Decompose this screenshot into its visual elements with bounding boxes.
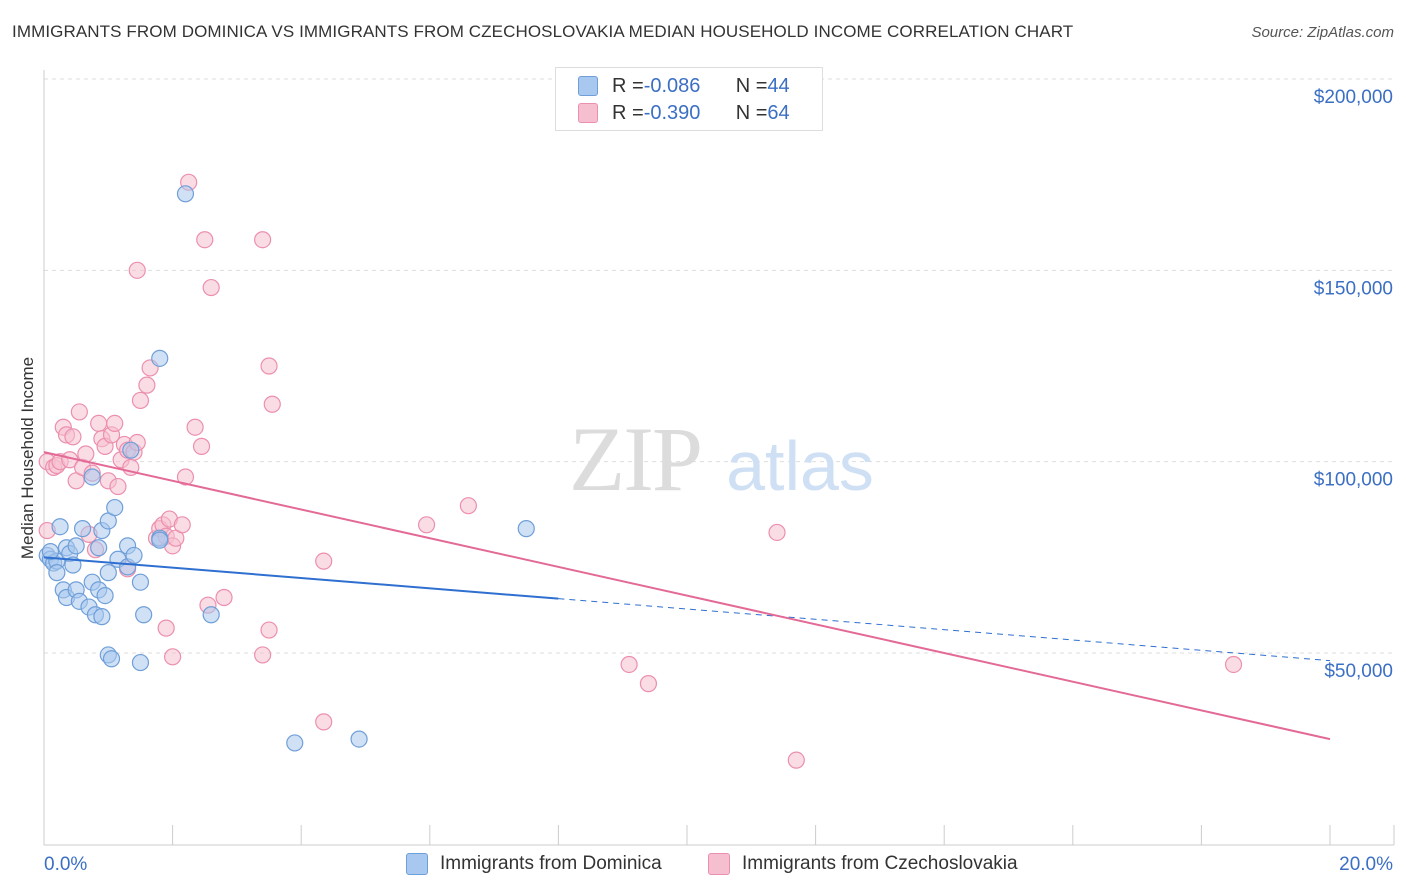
watermark-zip: ZIP xyxy=(569,408,701,510)
point-czechoslovakia xyxy=(459,497,477,515)
point-dominica xyxy=(99,564,117,582)
point-czechoslovakia xyxy=(260,621,278,639)
tick-labels: $50,000 $100,000 $150,000 $200,000 0.0% 20.0% xyxy=(44,87,1393,875)
point-dominica xyxy=(51,518,69,536)
data-points xyxy=(38,173,1243,769)
point-czechoslovakia xyxy=(1224,655,1243,674)
legend-row-czechoslovakia: R = -0.390 N = 64 xyxy=(578,100,790,126)
point-czechoslovakia xyxy=(90,414,108,432)
point-czechoslovakia xyxy=(254,646,272,664)
point-czechoslovakia xyxy=(109,477,127,496)
point-dominica xyxy=(131,573,150,591)
point-czechoslovakia xyxy=(260,357,278,375)
point-czechoslovakia xyxy=(263,395,281,413)
y-tick-label: $200,000 xyxy=(1314,87,1393,108)
watermark: ZIP atlas xyxy=(569,408,874,510)
point-dominica xyxy=(151,349,169,367)
x-tick-label-end: 20.0% xyxy=(1339,854,1393,875)
point-dominica xyxy=(131,653,150,672)
point-czechoslovakia xyxy=(254,231,272,249)
y-tick-label: $50,000 xyxy=(1324,661,1393,682)
point-czechoslovakia xyxy=(70,403,88,421)
legend-r-label: R = xyxy=(612,74,644,97)
trend-lines xyxy=(43,451,1331,741)
point-dominica xyxy=(83,468,101,486)
point-czechoslovakia xyxy=(192,437,211,455)
point-dominica xyxy=(125,546,143,565)
point-dominica xyxy=(106,498,124,517)
legend-swatch-dominica xyxy=(578,76,598,96)
point-czechoslovakia xyxy=(202,278,220,297)
point-czechoslovakia xyxy=(639,675,658,693)
axes xyxy=(43,70,1395,846)
y-tick-label: $100,000 xyxy=(1314,470,1393,491)
point-dominica xyxy=(93,608,111,626)
point-dominica xyxy=(41,542,60,561)
point-czechoslovakia xyxy=(315,713,333,731)
point-czechoslovakia xyxy=(128,261,146,279)
point-czechoslovakia xyxy=(186,418,204,436)
point-dominica xyxy=(135,606,153,624)
bottom-legend-swatch-dominica xyxy=(406,853,428,875)
trend-line-czechoslovakia xyxy=(43,451,1331,741)
y-tick-label: $150,000 xyxy=(1314,278,1393,299)
point-czechoslovakia xyxy=(157,619,175,637)
bottom-legend-dominica: Immigrants from Dominica xyxy=(406,851,662,877)
point-czechoslovakia xyxy=(131,391,150,410)
point-dominica xyxy=(350,730,368,748)
point-dominica xyxy=(73,520,92,538)
legend-row-dominica: R = -0.086 N = 44 xyxy=(578,73,790,99)
legend-r-value: -0.086 xyxy=(643,74,701,97)
point-dominica xyxy=(202,606,220,624)
point-czechoslovakia xyxy=(768,523,786,542)
point-czechoslovakia xyxy=(176,468,195,486)
x-tick-label-start: 0.0% xyxy=(44,854,87,875)
point-czechoslovakia xyxy=(787,751,805,769)
legend-n-value: 44 xyxy=(767,74,790,97)
bottom-legend-label-czechoslovakia: Immigrants from Czechoslovakia xyxy=(742,853,1018,874)
point-dominica xyxy=(517,520,535,538)
legend-swatch-czechoslovakia xyxy=(578,103,598,123)
point-czechoslovakia xyxy=(138,376,156,394)
point-dominica xyxy=(64,556,82,574)
point-dominica xyxy=(102,650,121,668)
point-dominica xyxy=(122,441,140,459)
point-czechoslovakia xyxy=(173,516,191,534)
point-dominica xyxy=(151,531,169,549)
point-czechoslovakia xyxy=(620,655,638,674)
bottom-legend-swatch-czechoslovakia xyxy=(708,853,730,875)
point-dominica xyxy=(96,586,114,605)
point-dominica xyxy=(286,734,304,752)
trend-line-dominica-extrapolated xyxy=(558,598,1331,662)
point-czechoslovakia xyxy=(164,648,182,666)
correlation-legend: R = -0.086 N = 44 R = -0.390 N = 64 xyxy=(555,67,823,131)
bottom-legend-label-dominica: Immigrants from Dominica xyxy=(440,853,662,874)
source-label: Source: ZipAtlas.com xyxy=(1251,24,1394,41)
legend-r-label: R = xyxy=(612,101,644,124)
legend-n-label: N = xyxy=(735,101,768,124)
point-czechoslovakia xyxy=(196,231,214,249)
point-czechoslovakia xyxy=(215,588,233,607)
chart-title: IMMIGRANTS FROM DOMINICA VS IMMIGRANTS F… xyxy=(12,22,1074,41)
bottom-legend-czechoslovakia: Immigrants from Czechoslovakia xyxy=(708,851,1018,877)
point-czechoslovakia xyxy=(417,516,436,534)
point-dominica xyxy=(67,537,85,555)
grid-lines xyxy=(44,78,1394,654)
point-czechoslovakia xyxy=(106,414,124,432)
point-czechoslovakia xyxy=(64,428,82,446)
legend-n-value: 64 xyxy=(767,101,790,124)
point-dominica xyxy=(48,564,66,582)
point-czechoslovakia xyxy=(315,552,333,570)
legend-n-label: N = xyxy=(735,74,768,97)
trend-line-dominica xyxy=(43,556,559,600)
point-dominica xyxy=(176,185,195,203)
watermark-atlas: atlas xyxy=(726,427,874,505)
legend-r-value: -0.390 xyxy=(643,101,701,124)
point-dominica xyxy=(90,539,108,557)
